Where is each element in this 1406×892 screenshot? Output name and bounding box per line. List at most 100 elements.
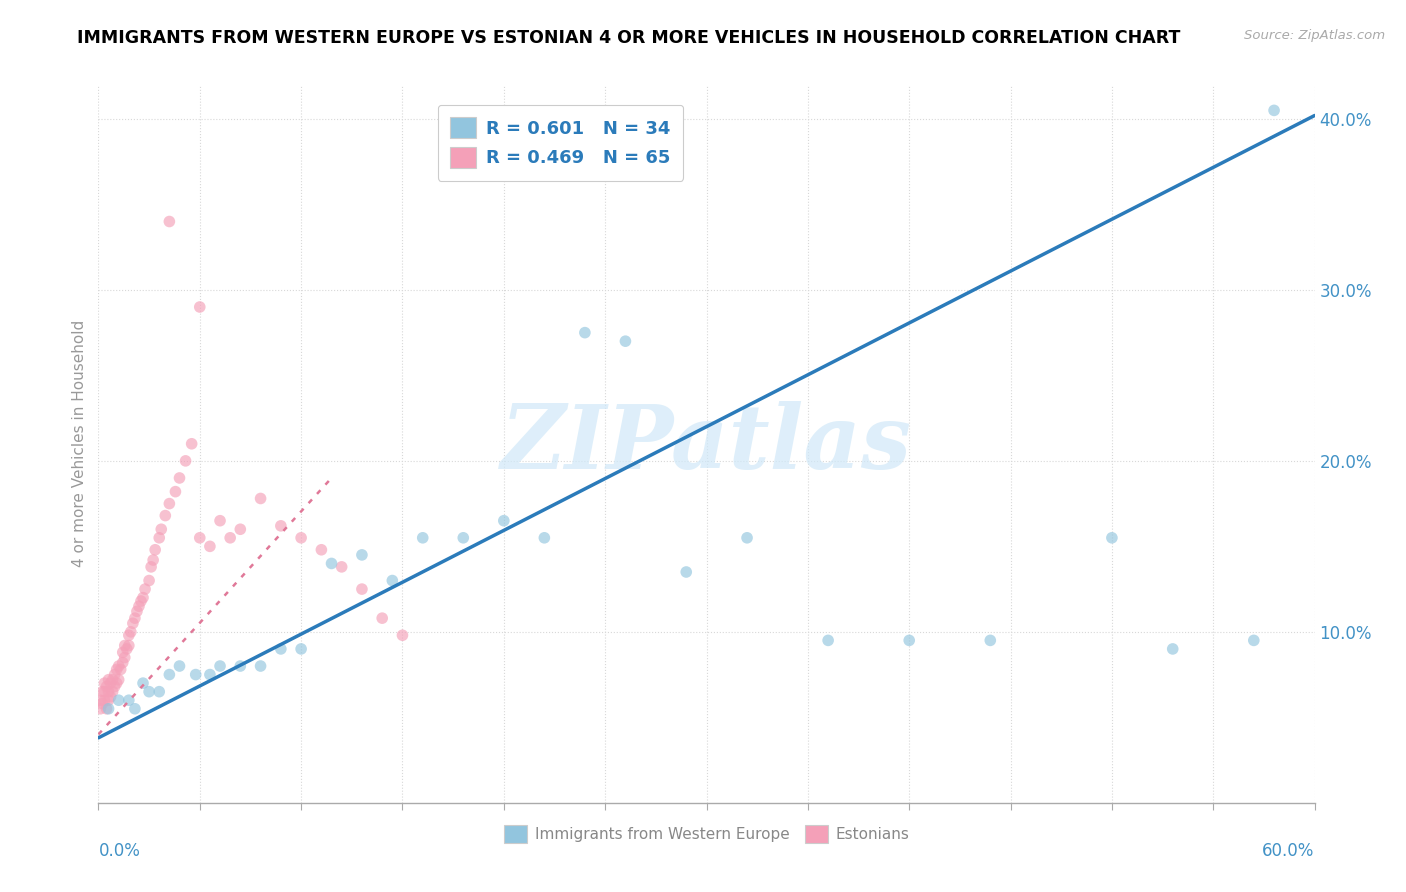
Point	[311, 542, 333, 557]
Point	[198, 667, 221, 681]
Point	[1161, 642, 1184, 657]
Point	[96, 702, 118, 716]
Point	[89, 693, 111, 707]
Point	[107, 659, 129, 673]
Point	[93, 676, 115, 690]
Point	[180, 436, 202, 450]
Point	[350, 548, 373, 562]
Point	[249, 491, 271, 506]
Point	[120, 624, 142, 639]
Point	[209, 659, 232, 673]
Point	[229, 659, 252, 673]
Point	[134, 582, 156, 596]
Point	[219, 531, 242, 545]
Point	[157, 497, 180, 511]
Point	[91, 684, 114, 698]
Point	[118, 693, 141, 707]
Point	[111, 645, 134, 659]
Point	[1101, 531, 1123, 545]
Point	[155, 508, 177, 523]
Point	[97, 702, 120, 716]
Point	[188, 300, 211, 314]
Point	[107, 673, 129, 687]
Point	[157, 667, 180, 681]
Point	[138, 574, 160, 588]
Point	[735, 531, 758, 545]
Point	[97, 693, 120, 707]
Point	[89, 702, 111, 716]
Point	[290, 531, 312, 545]
Point	[96, 680, 118, 694]
Point	[169, 471, 191, 485]
Point	[290, 642, 312, 657]
Point	[453, 531, 475, 545]
Point	[129, 594, 152, 608]
Point	[174, 454, 197, 468]
Point	[391, 628, 413, 642]
Point	[132, 591, 155, 605]
Point	[817, 633, 839, 648]
Point	[93, 684, 115, 698]
Y-axis label: 4 or more Vehicles in Household: 4 or more Vehicles in Household	[72, 320, 87, 567]
Point	[114, 650, 136, 665]
Point	[100, 690, 122, 704]
Point	[492, 514, 515, 528]
Point	[93, 693, 115, 707]
Point	[1243, 633, 1265, 648]
Point	[118, 628, 141, 642]
Text: 0.0%: 0.0%	[98, 842, 141, 860]
Point	[381, 574, 404, 588]
Point	[350, 582, 373, 596]
Point	[188, 531, 211, 545]
Point	[115, 642, 138, 657]
Point	[100, 676, 122, 690]
Point	[132, 676, 155, 690]
Text: Source: ZipAtlas.com: Source: ZipAtlas.com	[1244, 29, 1385, 42]
Point	[330, 560, 353, 574]
Point	[229, 522, 252, 536]
Point	[209, 514, 232, 528]
Point	[122, 616, 145, 631]
Point	[107, 693, 129, 707]
Point	[165, 484, 187, 499]
Point	[898, 633, 921, 648]
Point	[979, 633, 1001, 648]
Point	[148, 684, 170, 698]
Point	[111, 656, 134, 670]
Point	[412, 531, 434, 545]
Point	[101, 673, 124, 687]
Point	[184, 667, 207, 681]
Point	[125, 604, 148, 618]
Point	[97, 673, 120, 687]
Point	[124, 611, 146, 625]
Point	[169, 659, 191, 673]
Point	[574, 326, 596, 340]
Point	[270, 519, 292, 533]
Point	[110, 662, 132, 677]
Point	[138, 684, 160, 698]
Legend: Immigrants from Western Europe, Estonians: Immigrants from Western Europe, Estonian…	[498, 819, 915, 849]
Point	[139, 560, 162, 574]
Point	[157, 214, 180, 228]
Point	[142, 553, 165, 567]
Point	[1263, 103, 1285, 118]
Point	[128, 599, 150, 614]
Point	[101, 684, 124, 698]
Point	[104, 667, 127, 681]
Point	[124, 702, 146, 716]
Point	[118, 639, 141, 653]
Point	[614, 334, 637, 348]
Point	[104, 680, 127, 694]
Point	[143, 542, 166, 557]
Point	[91, 697, 114, 711]
Point	[97, 684, 120, 698]
Point	[249, 659, 271, 673]
Point	[533, 531, 555, 545]
Text: IMMIGRANTS FROM WESTERN EUROPE VS ESTONIAN 4 OR MORE VEHICLES IN HOUSEHOLD CORRE: IMMIGRANTS FROM WESTERN EUROPE VS ESTONI…	[77, 29, 1181, 46]
Point	[114, 639, 136, 653]
Point	[105, 676, 128, 690]
Point	[105, 662, 128, 677]
Point	[198, 539, 221, 553]
Point	[675, 565, 697, 579]
Text: 60.0%: 60.0%	[1263, 842, 1315, 860]
